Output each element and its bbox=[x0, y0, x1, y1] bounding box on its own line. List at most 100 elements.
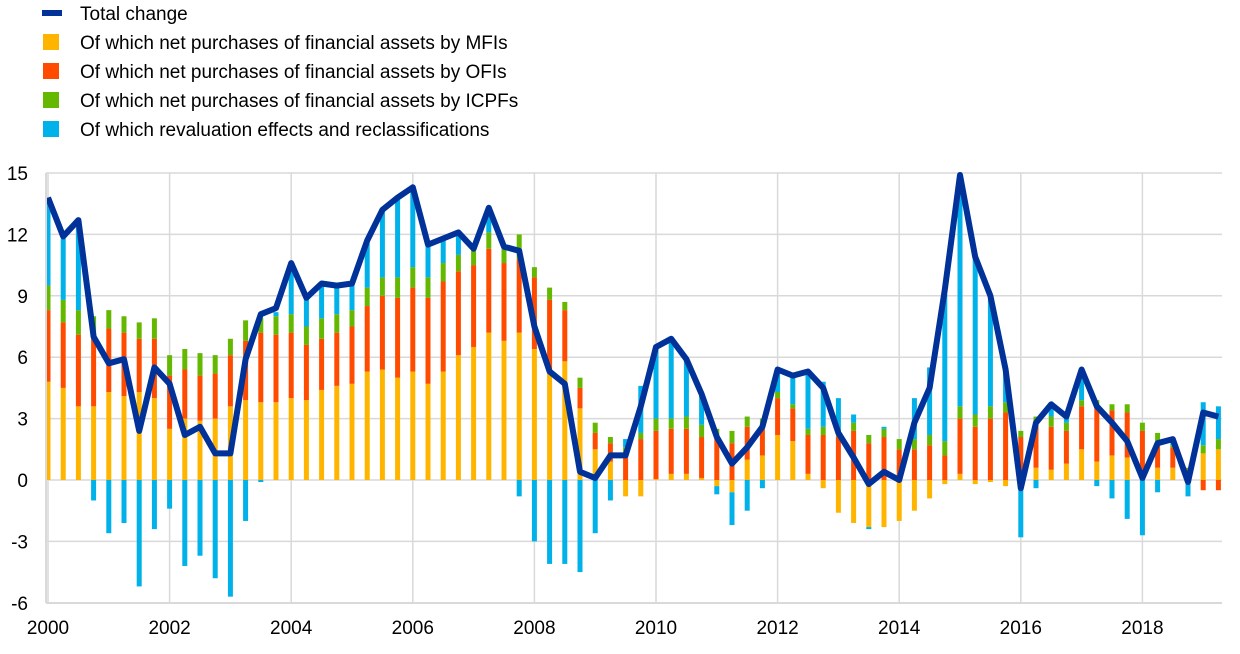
bar-ofi bbox=[866, 443, 871, 480]
bar-icpf bbox=[790, 404, 795, 408]
bar-icpf bbox=[942, 441, 947, 455]
bar-icpf bbox=[1140, 423, 1145, 431]
bar-revaluation bbox=[882, 427, 887, 429]
bar-icpf bbox=[988, 406, 993, 418]
bar-revaluation bbox=[228, 480, 233, 597]
bar-revaluation bbox=[578, 480, 583, 572]
bar-icpf bbox=[76, 310, 81, 335]
bar-revaluation bbox=[866, 527, 871, 529]
bar-ofi bbox=[502, 263, 507, 341]
bars bbox=[46, 183, 1221, 596]
bar-revaluation bbox=[562, 480, 567, 564]
bar-revaluation bbox=[760, 480, 765, 488]
bar-ofi bbox=[942, 455, 947, 480]
bar-revaluation bbox=[198, 480, 203, 556]
bar-revaluation bbox=[152, 480, 157, 529]
bar-icpf bbox=[502, 249, 507, 263]
bar-icpf bbox=[745, 417, 750, 427]
bar-mfi bbox=[836, 480, 841, 513]
bar-icpf bbox=[973, 415, 978, 427]
bar-ofi bbox=[790, 408, 795, 441]
bar-revaluation bbox=[517, 480, 522, 496]
bar-mfi bbox=[91, 406, 96, 480]
bar-mfi bbox=[1003, 480, 1008, 486]
bar-mfi bbox=[1216, 449, 1221, 480]
bar-icpf bbox=[471, 251, 476, 265]
x-tick-label: 2000 bbox=[27, 618, 69, 639]
bar-revaluation bbox=[213, 480, 218, 578]
bar-mfi bbox=[882, 480, 887, 527]
bar-ofi bbox=[410, 288, 415, 372]
bar-mfi bbox=[760, 455, 765, 480]
bar-ofi bbox=[1003, 412, 1008, 480]
bar-revaluation bbox=[851, 415, 856, 423]
bar-ofi bbox=[471, 265, 476, 347]
bar-mfi bbox=[942, 480, 947, 484]
bar-ofi bbox=[623, 457, 628, 480]
x-tick-label: 2014 bbox=[878, 618, 921, 639]
bar-ofi bbox=[319, 339, 324, 390]
bar-ofi bbox=[365, 306, 370, 371]
bar-mfi bbox=[502, 341, 507, 480]
bar-revaluation bbox=[608, 480, 613, 500]
bar-icpf bbox=[958, 406, 963, 418]
bar-mfi bbox=[912, 480, 917, 511]
bar-revaluation bbox=[395, 198, 400, 278]
x-tick-label: 2018 bbox=[1121, 618, 1163, 639]
bar-ofi bbox=[669, 429, 674, 474]
bar-icpf bbox=[638, 433, 643, 439]
bar-ofi bbox=[1049, 427, 1054, 470]
bar-revaluation bbox=[122, 480, 127, 523]
bar-icpf bbox=[213, 355, 218, 373]
bar-revaluation bbox=[1216, 406, 1221, 439]
bar-mfi bbox=[669, 474, 674, 480]
bar-icpf bbox=[821, 427, 826, 435]
legend-label: Total change bbox=[80, 4, 188, 25]
bar-icpf bbox=[410, 267, 415, 287]
bar-mfi bbox=[623, 480, 628, 496]
bar-revaluation bbox=[61, 238, 66, 299]
bar-icpf bbox=[182, 349, 187, 369]
bar-icpf bbox=[608, 437, 613, 443]
bar-ofi bbox=[1216, 480, 1221, 490]
bar-mfi bbox=[806, 474, 811, 480]
bar-revaluation bbox=[532, 480, 537, 541]
bar-mfi bbox=[289, 398, 294, 480]
legend-swatch bbox=[43, 121, 59, 137]
bar-icpf bbox=[1079, 400, 1084, 406]
bar-mfi bbox=[1170, 468, 1175, 480]
bar-mfi bbox=[319, 390, 324, 480]
bar-icpf bbox=[654, 419, 659, 431]
bar-icpf bbox=[1110, 404, 1115, 410]
bar-icpf bbox=[775, 392, 780, 398]
bar-icpf bbox=[395, 277, 400, 297]
bar-icpf bbox=[167, 355, 172, 375]
bar-revaluation bbox=[806, 372, 811, 429]
bar-icpf bbox=[684, 417, 689, 429]
x-tick-label: 2006 bbox=[392, 618, 434, 639]
bar-revaluation bbox=[182, 480, 187, 566]
bar-revaluation bbox=[593, 480, 598, 533]
bar-revaluation bbox=[730, 492, 735, 525]
legend-label: Of which net purchases of financial asse… bbox=[80, 33, 508, 54]
bar-icpf bbox=[532, 267, 537, 277]
bar-revaluation bbox=[258, 480, 263, 482]
bar-icpf bbox=[547, 288, 552, 300]
bar-mfi bbox=[274, 402, 279, 480]
bar-icpf bbox=[669, 419, 674, 429]
bar-ofi bbox=[593, 433, 598, 449]
bar-mfi bbox=[304, 400, 309, 480]
bar-icpf bbox=[486, 232, 491, 248]
bar-mfi bbox=[76, 406, 81, 480]
bar-mfi bbox=[1034, 468, 1039, 480]
bar-revaluation bbox=[973, 257, 978, 415]
bar-mfi bbox=[426, 384, 431, 480]
legend-swatch bbox=[43, 34, 59, 50]
bar-icpf bbox=[882, 429, 887, 437]
bar-ofi bbox=[258, 333, 263, 403]
bar-icpf bbox=[441, 263, 446, 281]
x-tick-label: 2008 bbox=[513, 618, 555, 639]
bar-ofi bbox=[334, 333, 339, 386]
bar-ofi bbox=[91, 337, 96, 407]
total-change-line-group bbox=[48, 175, 1219, 488]
